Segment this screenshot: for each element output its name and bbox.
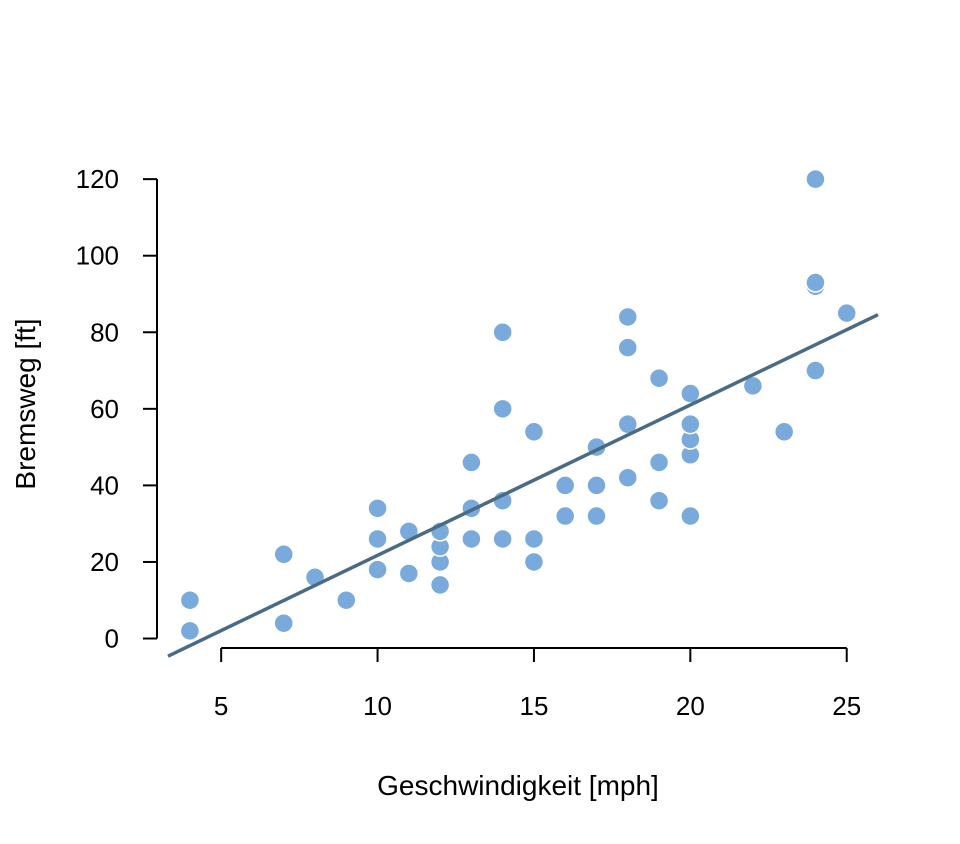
data-point (648, 490, 670, 511)
data-point (398, 563, 420, 584)
data-point (836, 302, 857, 324)
data-point (680, 505, 701, 527)
x-axis-title: Geschwindigkeit [mph] (377, 770, 659, 801)
data-point (179, 589, 201, 611)
y-tick-label: 20 (90, 547, 119, 577)
x-tick-label: 15 (519, 691, 548, 721)
data-point (461, 528, 482, 550)
x-ticks: 5 10 15 20 25 (214, 648, 861, 721)
data-point (367, 498, 388, 519)
y-axis-title: Bremsweg [ft] (10, 318, 41, 489)
x-tick-label: 25 (832, 691, 861, 721)
data-point (554, 505, 576, 527)
y-tick-label: 100 (76, 241, 119, 271)
data-point (523, 551, 545, 573)
data-point (805, 168, 826, 190)
data-point (492, 398, 513, 420)
data-point (648, 452, 670, 473)
data-point (523, 528, 545, 550)
data-point (429, 574, 451, 596)
data-points (179, 168, 857, 642)
data-point (336, 589, 357, 611)
data-point (367, 559, 388, 580)
data-point (492, 322, 513, 343)
data-point (273, 544, 294, 565)
data-point (273, 612, 294, 634)
data-point (461, 452, 482, 473)
data-point (617, 467, 639, 488)
x-tick-label: 10 (363, 691, 392, 721)
data-point (773, 421, 795, 443)
data-point (554, 475, 576, 496)
data-point (523, 421, 545, 443)
data-point (805, 360, 826, 381)
y-tick-label: 40 (90, 470, 119, 500)
data-point (680, 413, 701, 435)
x-tick-label: 20 (676, 691, 705, 721)
data-point (648, 367, 670, 389)
data-point (586, 475, 607, 496)
y-ticks: 0 20 40 60 80 100 120 (76, 164, 157, 654)
y-tick-label: 0 (105, 624, 119, 654)
data-point (617, 306, 639, 328)
x-tick-label: 5 (214, 691, 228, 721)
data-point (492, 528, 513, 550)
data-point (586, 505, 607, 527)
data-point (367, 528, 388, 550)
data-point (617, 337, 639, 358)
regression-line (167, 313, 879, 658)
data-point (179, 620, 201, 642)
y-tick-label: 80 (90, 317, 119, 347)
y-tick-label: 60 (90, 394, 119, 424)
data-point (805, 272, 826, 293)
y-tick-label: 120 (76, 164, 119, 194)
